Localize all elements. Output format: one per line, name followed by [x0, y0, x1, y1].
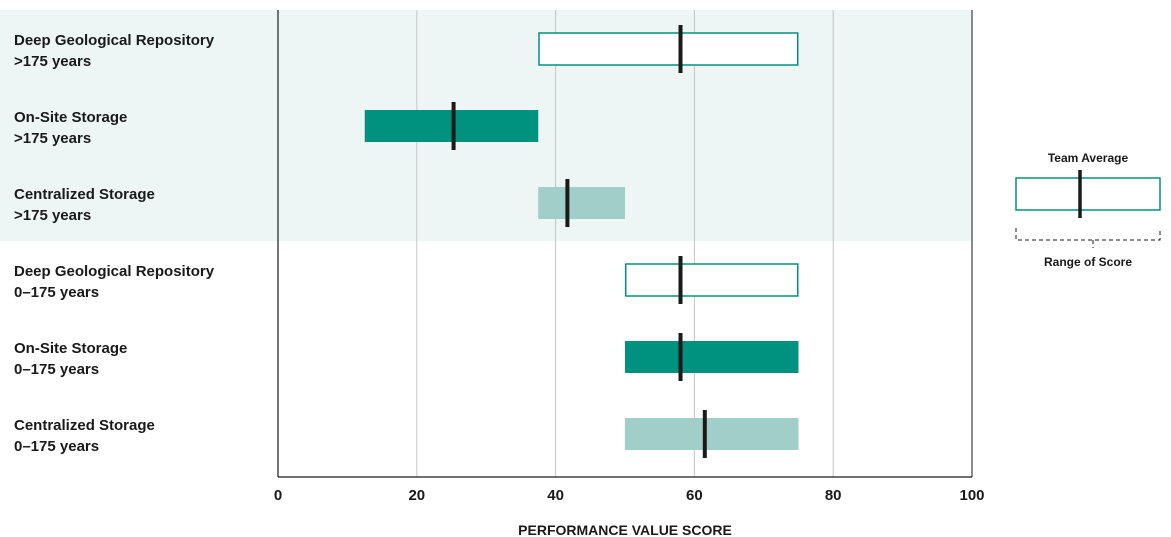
range-bar — [364, 110, 539, 142]
range-bar — [538, 32, 799, 66]
legend-average-label: Team Average — [1048, 151, 1129, 165]
range-bar — [538, 187, 625, 219]
row-label-line1: Deep Geological Repository — [14, 263, 215, 280]
x-tick-label: 80 — [825, 487, 842, 504]
row-label-line1: Centralized Storage — [14, 186, 155, 203]
row-label-line2: >175 years — [14, 207, 91, 224]
x-axis-title: PERFORMANCE VALUE SCORE — [518, 522, 732, 537]
legend-range-label: Range of Score — [1044, 255, 1132, 269]
x-tick-label: 100 — [959, 487, 984, 504]
legend-range-box — [1015, 177, 1161, 211]
x-tick-label: 0 — [274, 487, 282, 504]
row-label-line2: 0–175 years — [14, 284, 99, 301]
range-bar — [625, 418, 799, 450]
row-label-line1: On-Site Storage — [14, 109, 127, 126]
row-label-line1: Centralized Storage — [14, 417, 155, 434]
legend: Team Average Range of Score — [1015, 151, 1161, 269]
row-label-line2: 0–175 years — [14, 361, 99, 378]
row-label-line2: >175 years — [14, 53, 91, 70]
row-label-line1: Deep Geological Repository — [14, 32, 215, 49]
row-label-line2: >175 years — [14, 130, 91, 147]
legend-range-bracket — [1015, 228, 1161, 248]
x-tick-label: 60 — [686, 487, 703, 504]
range-bar — [625, 263, 799, 297]
row-label-line1: On-Site Storage — [14, 340, 127, 357]
x-tick-labels: 0 20 40 60 80 100 — [274, 487, 985, 504]
gridlines — [416, 10, 973, 477]
row-labels: Deep Geological Repository >175 years On-S… — [14, 32, 215, 455]
bar-layer — [364, 25, 799, 458]
range-bar — [625, 341, 799, 373]
x-tick-label: 20 — [408, 487, 425, 504]
x-tick-label: 40 — [547, 487, 564, 504]
row-label-line2: 0–175 years — [14, 438, 99, 455]
